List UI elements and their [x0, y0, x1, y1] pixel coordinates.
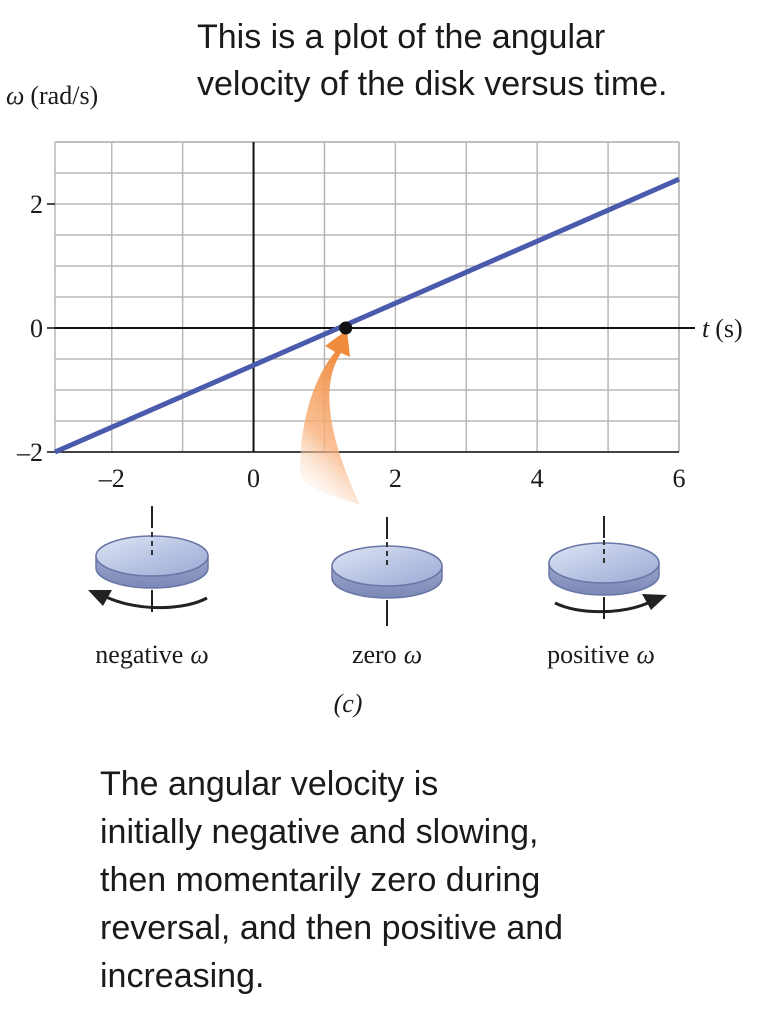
x-tick-label: 4 [531, 464, 544, 493]
disk-zero: zero ω [331, 517, 443, 669]
x-tick-label: 6 [673, 464, 686, 493]
top-caption-line-1: This is a plot of the angular [197, 18, 606, 56]
x-tick-label: 2 [389, 464, 402, 493]
bottom-caption-line-1: The angular velocity is [100, 765, 439, 803]
zero-crossing-arrow [300, 330, 360, 505]
disk-label-zero: zero ω [352, 640, 422, 669]
data-series [53, 176, 681, 455]
plot-axes [47, 142, 695, 453]
rotation-arrowhead [88, 590, 112, 606]
bottom-caption: The angular velocity is initially negati… [100, 760, 740, 1000]
top-caption-line-2: velocity of the disk versus time. [197, 65, 668, 103]
rotation-arrow-ccw [105, 595, 208, 610]
y-axis-symbol: ω [6, 81, 24, 110]
rotation-arrow-cw [554, 601, 649, 614]
tick-labels: –2 0 2 4 6 –2 0 2 [16, 190, 686, 493]
series-line [53, 176, 681, 455]
disk-label-negative: negative ω [95, 640, 208, 669]
x-axis-symbol: t [702, 314, 710, 343]
y-tick-label: 2 [30, 190, 43, 219]
x-axis-unit: (s) [715, 314, 742, 343]
x-tick-label: –2 [98, 464, 125, 493]
x-axis-label: t (s) [702, 314, 743, 343]
bottom-caption-line-4: reversal, and then positive and [100, 909, 564, 947]
disk-positive: positive ω [547, 516, 667, 669]
disk-label-positive: positive ω [547, 640, 655, 669]
bottom-caption-line-5: increasing. [100, 957, 265, 995]
plot-grid [54, 141, 680, 453]
y-axis-unit: (rad/s) [30, 81, 98, 110]
rotation-arrowhead [642, 594, 667, 610]
panel-label: (c) [334, 689, 363, 718]
y-tick-label: –2 [16, 438, 43, 467]
y-tick-label: 0 [30, 314, 43, 343]
disk-negative: negative ω [88, 506, 209, 669]
bottom-caption-line-3: then momentarily zero during [100, 861, 541, 899]
x-tick-label: 0 [247, 464, 260, 493]
bottom-caption-line-2: initially negative and slowing, [100, 813, 539, 851]
y-axis-label: ω (rad/s) [6, 81, 98, 110]
top-caption: This is a plot of the angular velocity o… [197, 14, 762, 108]
zero-crossing-point [339, 321, 353, 335]
angular-velocity-figure: ω (rad/s) –2 0 2 4 6 –2 0 2 t (s) negative ω zero ω [6, 81, 743, 718]
